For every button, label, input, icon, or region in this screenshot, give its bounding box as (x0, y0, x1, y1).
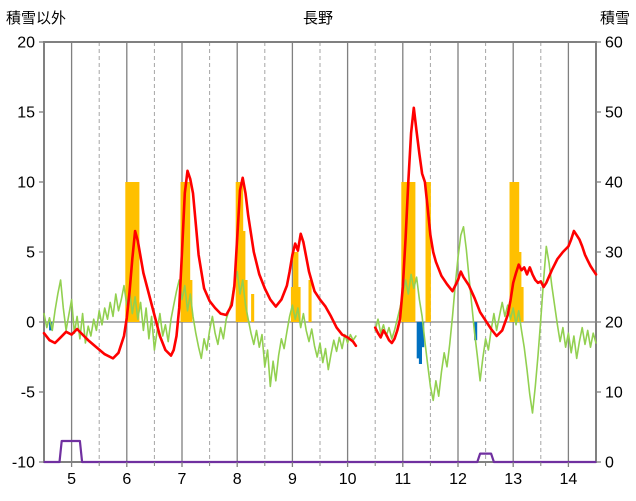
svg-text:10: 10 (17, 175, 35, 192)
svg-text:5: 5 (26, 245, 35, 262)
svg-text:8: 8 (233, 471, 242, 488)
left-axis-title: 積雪以外 (6, 10, 67, 27)
svg-text:-10: -10 (12, 455, 35, 472)
svg-text:9: 9 (288, 471, 297, 488)
svg-text:7: 7 (178, 471, 187, 488)
svg-text:-5: -5 (21, 385, 35, 402)
svg-text:11: 11 (394, 471, 411, 488)
svg-text:15: 15 (17, 105, 35, 122)
svg-text:30: 30 (605, 245, 623, 262)
svg-text:40: 40 (605, 175, 623, 192)
svg-text:50: 50 (605, 105, 623, 122)
svg-text:14: 14 (560, 471, 578, 488)
svg-text:5: 5 (67, 471, 76, 488)
svg-text:0: 0 (26, 315, 35, 332)
svg-text:20: 20 (17, 35, 35, 52)
svg-text:10: 10 (605, 385, 623, 402)
svg-text:60: 60 (605, 35, 623, 52)
svg-text:0: 0 (605, 455, 614, 472)
svg-text:20: 20 (605, 315, 623, 332)
svg-text:12: 12 (449, 471, 467, 488)
svg-text:10: 10 (339, 471, 357, 488)
svg-text:13: 13 (504, 471, 522, 488)
right-axis-title: 積雪 (599, 10, 630, 27)
svg-text:6: 6 (122, 471, 131, 488)
